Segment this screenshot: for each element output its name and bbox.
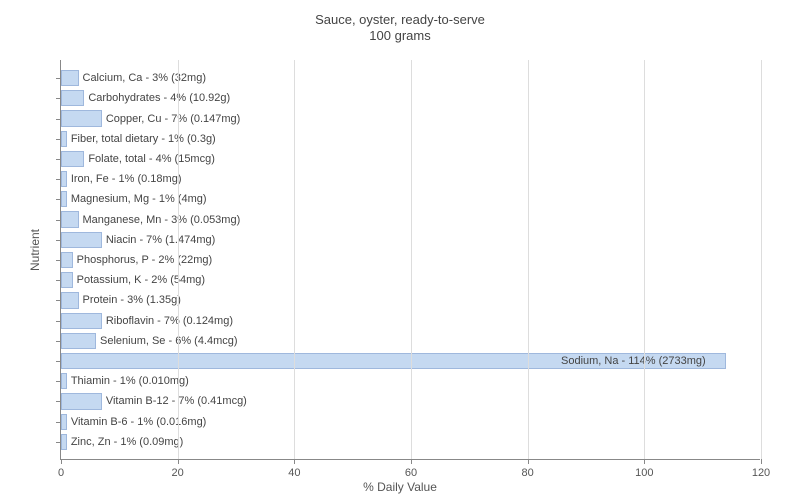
bar-label: Potassium, K - 2% (54mg) [77,274,205,286]
x-tick-label: 120 [752,467,770,479]
plot-area: Calcium, Ca - 3% (32mg) Carbohydrates - 4… [60,60,760,460]
chart-title: Sauce, oyster, ready-to-serve 100 grams [0,12,800,43]
gridline [644,60,645,459]
bar [61,70,79,86]
x-tick-label: 100 [635,467,653,479]
x-tick-label: 40 [288,467,300,479]
bar-label: Fiber, total dietary - 1% (0.3g) [71,133,216,145]
bar-label: Phosphorus, P - 2% (22mg) [77,254,213,266]
bar [61,90,84,106]
x-tick-label: 60 [405,467,417,479]
x-tick [528,459,529,464]
bar-label: Iron, Fe - 1% (0.18mg) [71,173,182,185]
nutrient-chart: Sauce, oyster, ready-to-serve 100 grams … [0,0,800,500]
gridline [411,60,412,459]
bar [61,191,67,207]
x-tick [61,459,62,464]
bar-label: Vitamin B-12 - 7% (0.41mcg) [106,395,247,407]
bar-label: Calcium, Ca - 3% (32mg) [83,72,206,84]
x-tick [644,459,645,464]
gridline [294,60,295,459]
x-tick [411,459,412,464]
bar-label: Protein - 3% (1.35g) [83,294,181,306]
x-tick-label: 20 [172,467,184,479]
bar-label: Selenium, Se - 6% (4.4mcg) [100,335,238,347]
bar [61,414,67,430]
x-tick [761,459,762,464]
x-tick [178,459,179,464]
x-axis-label: % Daily Value [0,480,800,494]
y-axis-label: Nutrient [28,229,42,271]
x-tick-label: 0 [58,467,64,479]
bar [61,211,79,227]
bar-label: Folate, total - 4% (15mcg) [88,153,215,165]
gridline [761,60,762,459]
x-tick [294,459,295,464]
bar-label: Niacin - 7% (1.474mg) [106,234,215,246]
bar-label: Vitamin B-6 - 1% (0.016mg) [71,416,207,428]
bar [61,252,73,268]
bar-label: Carbohydrates - 4% (10.92g) [88,92,230,104]
bar [61,434,67,450]
bar-label: Copper, Cu - 7% (0.147mg) [106,113,241,125]
bar [61,131,67,147]
chart-title-line1: Sauce, oyster, ready-to-serve [0,12,800,28]
bar [61,110,102,126]
x-tick-label: 80 [522,467,534,479]
bar [61,373,67,389]
bar [61,171,67,187]
bar [61,333,96,349]
gridline [528,60,529,459]
bar [61,313,102,329]
bar [61,272,73,288]
bar [61,393,102,409]
bar-label: Magnesium, Mg - 1% (4mg) [71,193,207,205]
bar-label: Sodium, Na - 114% (2733mg) [561,355,706,367]
bar [61,232,102,248]
bar-label: Riboflavin - 7% (0.124mg) [106,315,233,327]
bar-label: Zinc, Zn - 1% (0.09mg) [71,436,183,448]
bar [61,151,84,167]
bar [61,292,79,308]
gridline [178,60,179,459]
bar-label: Thiamin - 1% (0.010mg) [71,375,189,387]
chart-title-line2: 100 grams [0,28,800,44]
bar-label: Manganese, Mn - 3% (0.053mg) [83,214,241,226]
